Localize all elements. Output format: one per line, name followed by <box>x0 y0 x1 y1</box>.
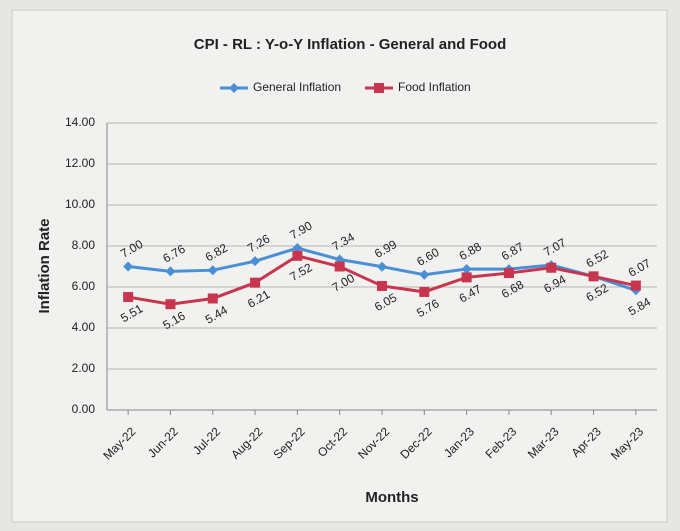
marker <box>630 280 641 291</box>
marker <box>250 277 261 288</box>
marker <box>250 256 261 267</box>
legend-label: General Inflation <box>253 80 341 94</box>
marker <box>377 280 387 291</box>
x-axis-label: Months <box>365 489 418 506</box>
marker <box>503 268 514 279</box>
marker <box>207 265 218 276</box>
marker <box>419 269 430 280</box>
y-tick-label: 4.00 <box>72 320 96 334</box>
marker <box>377 261 387 272</box>
y-axis-label: Inflation Rate <box>36 218 53 313</box>
marker <box>165 299 176 310</box>
y-tick-label: 10.00 <box>65 197 95 211</box>
marker <box>165 266 176 277</box>
y-tick-label: 0.00 <box>72 402 96 416</box>
marker <box>334 261 345 272</box>
chart-title: CPI - RL : Y-o-Y Inflation - General and… <box>194 36 507 53</box>
legend-marker <box>374 83 384 93</box>
marker <box>461 263 472 274</box>
marker <box>292 243 303 254</box>
marker <box>292 250 303 261</box>
marker <box>419 286 430 297</box>
y-tick-label: 2.00 <box>72 361 96 375</box>
y-tick-label: 14.00 <box>65 115 95 129</box>
y-tick-label: 12.00 <box>65 156 95 170</box>
marker <box>207 293 218 304</box>
legend-label: Food Inflation <box>398 80 471 94</box>
marker <box>546 262 557 273</box>
y-tick-label: 6.00 <box>72 279 96 293</box>
legend-marker <box>229 83 239 93</box>
y-tick-label: 8.00 <box>72 238 96 252</box>
marker <box>588 271 599 282</box>
marker <box>123 292 134 303</box>
marker <box>461 272 472 283</box>
marker <box>123 261 134 272</box>
